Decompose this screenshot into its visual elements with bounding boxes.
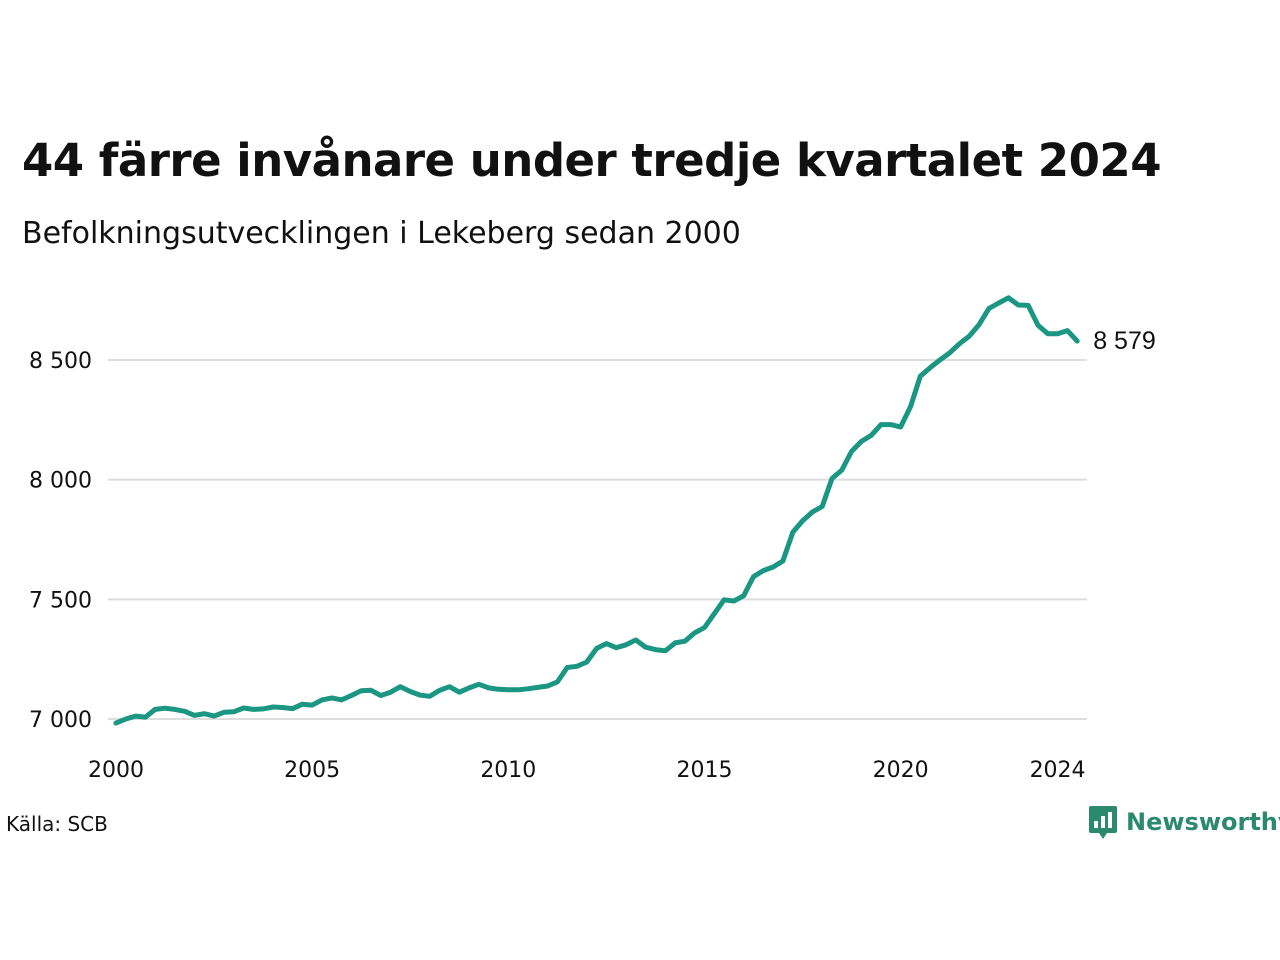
population-line — [113, 295, 1080, 726]
y-tick-label: 7 500 — [29, 588, 92, 613]
x-tick-label: 2024 — [1030, 758, 1086, 783]
chart-title: 44 färre invånare under tredje kvartalet… — [22, 134, 1162, 187]
end-value-label: 8 579 — [1093, 327, 1156, 355]
y-tick-label: 7 000 — [29, 708, 92, 733]
x-tick-label: 2005 — [284, 758, 340, 783]
newsworthy-logo-icon — [1089, 806, 1117, 839]
x-tick-label: 2010 — [480, 758, 536, 783]
grid-lines — [108, 359, 1087, 720]
brand-name: Newsworthy — [1126, 808, 1280, 836]
source-note: Källa: SCB — [6, 812, 108, 836]
x-axis-tick-labels: 2000 2005 2010 2015 2020 2024 — [88, 758, 1086, 783]
y-axis-tick-labels: 7 000 7 500 8 000 8 500 — [29, 349, 92, 733]
y-tick-label: 8 000 — [29, 469, 92, 494]
y-tick-label: 8 500 — [29, 349, 92, 374]
chart-subtitle: Befolkningsutvecklingen i Lekeberg sedan… — [22, 216, 741, 251]
x-tick-label: 2015 — [676, 758, 732, 783]
x-tick-label: 2020 — [873, 758, 929, 783]
brand-logo: Newsworthy — [1088, 804, 1280, 840]
x-tick-label: 2000 — [88, 758, 144, 783]
